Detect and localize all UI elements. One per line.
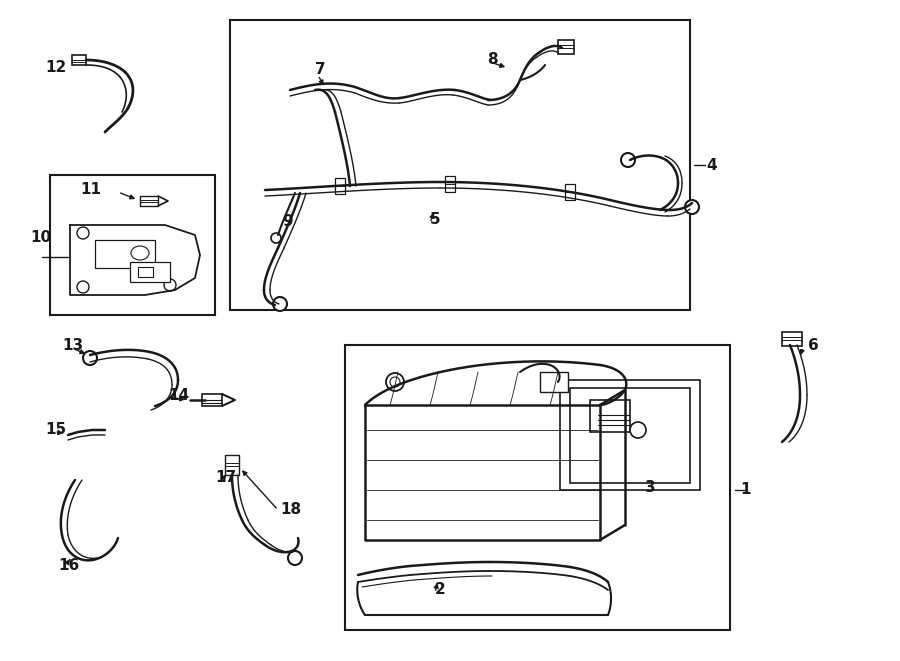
Text: 10: 10 xyxy=(30,229,51,245)
Circle shape xyxy=(630,422,646,438)
Text: 11: 11 xyxy=(80,182,101,198)
Text: 13: 13 xyxy=(62,338,83,352)
Text: 9: 9 xyxy=(282,215,292,229)
Text: 7: 7 xyxy=(315,63,326,77)
Ellipse shape xyxy=(131,246,149,260)
Bar xyxy=(558,40,574,54)
Circle shape xyxy=(271,233,281,243)
Bar xyxy=(140,196,158,206)
Text: 1: 1 xyxy=(740,483,751,498)
Circle shape xyxy=(390,377,400,387)
Bar xyxy=(565,184,575,200)
Bar xyxy=(202,394,222,406)
Text: 17: 17 xyxy=(215,471,236,485)
Text: 6: 6 xyxy=(808,338,819,352)
Bar xyxy=(138,267,153,277)
Bar xyxy=(72,55,86,65)
Text: 3: 3 xyxy=(645,481,655,496)
Bar xyxy=(590,400,630,432)
Bar xyxy=(95,240,155,268)
Text: 18: 18 xyxy=(280,502,302,518)
Circle shape xyxy=(273,297,287,311)
Bar xyxy=(50,175,215,315)
Circle shape xyxy=(77,227,89,239)
Circle shape xyxy=(77,281,89,293)
Circle shape xyxy=(386,373,404,391)
Text: 12: 12 xyxy=(45,61,67,75)
Circle shape xyxy=(685,200,699,214)
Text: 15: 15 xyxy=(45,422,66,438)
Bar xyxy=(225,455,239,475)
Bar xyxy=(445,176,455,192)
Circle shape xyxy=(621,153,635,167)
Text: 8: 8 xyxy=(487,52,498,67)
Bar xyxy=(782,332,802,346)
Bar xyxy=(570,388,690,483)
Text: 16: 16 xyxy=(58,557,79,572)
Text: 4: 4 xyxy=(706,157,716,173)
Bar xyxy=(130,262,170,282)
Bar xyxy=(540,372,568,392)
Bar xyxy=(560,380,700,490)
Circle shape xyxy=(83,351,97,365)
Bar xyxy=(335,178,345,194)
Text: 2: 2 xyxy=(435,582,446,598)
Circle shape xyxy=(164,279,176,291)
Text: 5: 5 xyxy=(430,212,441,227)
Circle shape xyxy=(288,551,302,565)
Text: 14: 14 xyxy=(168,387,189,403)
Bar xyxy=(230,20,690,310)
Bar xyxy=(345,345,730,630)
